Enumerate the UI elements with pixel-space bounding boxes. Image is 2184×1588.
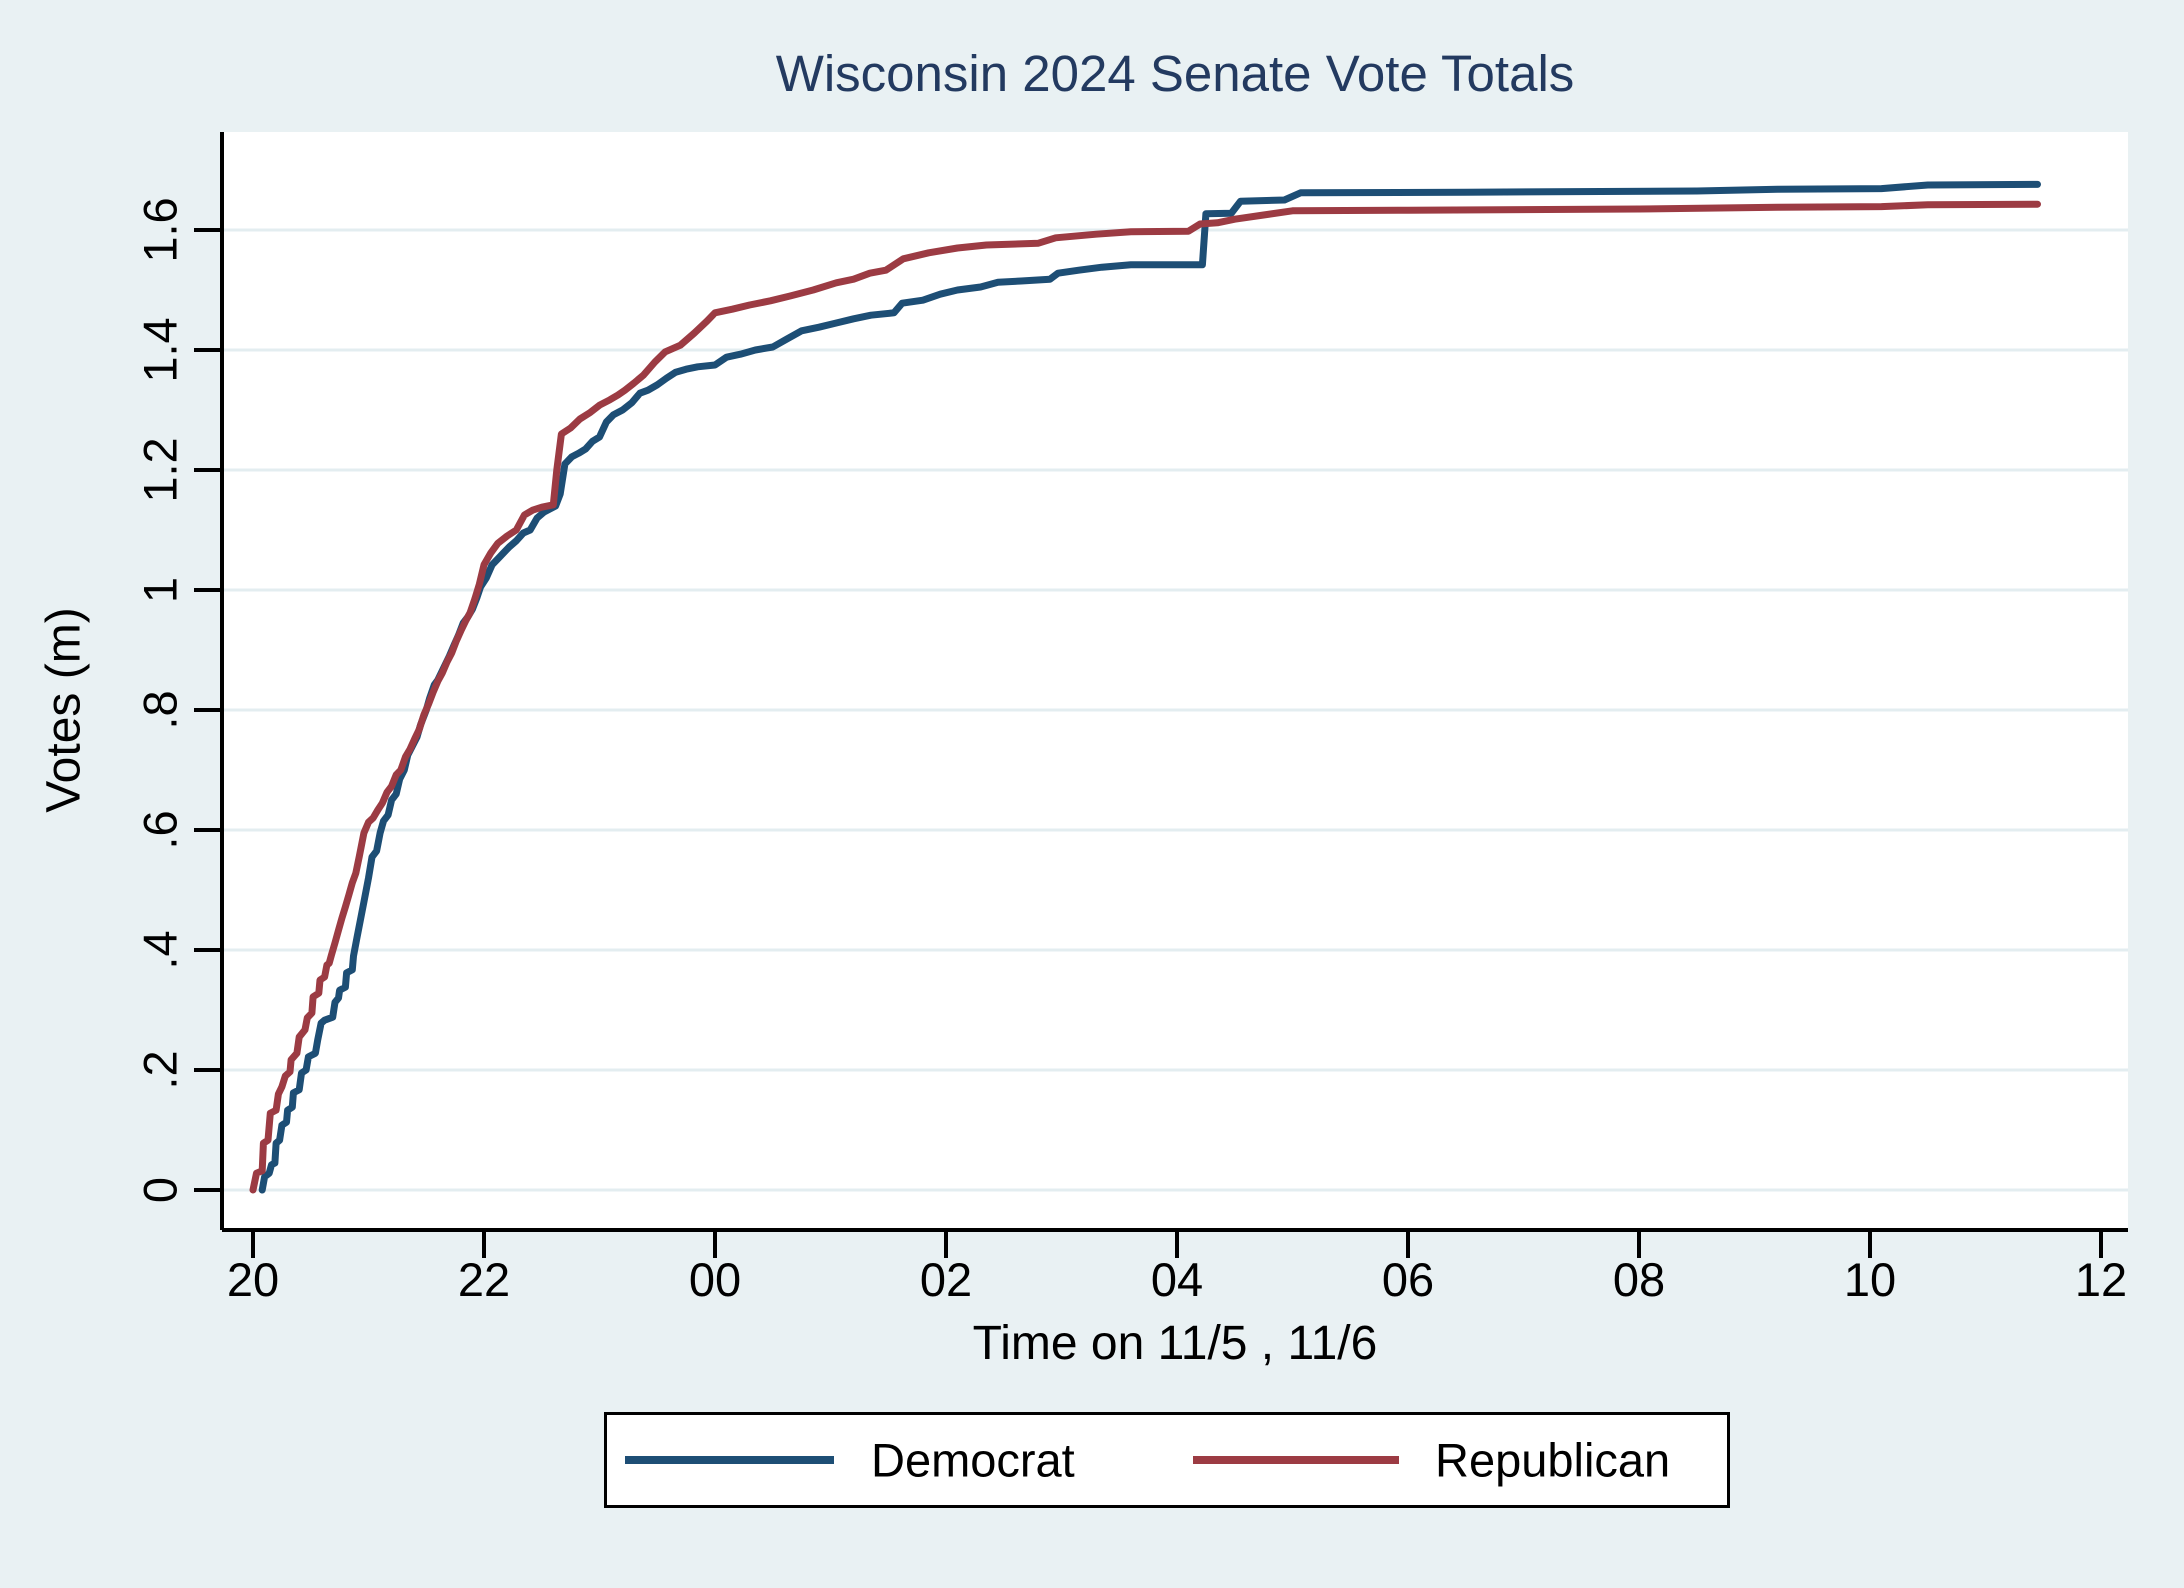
y-tick-label-1: 1 (133, 576, 187, 604)
x-tick-label-10: 10 (1843, 1253, 1897, 1306)
y-tick-label-1.2: 1.2 (133, 437, 187, 503)
republican-line (249, 200, 2041, 1194)
x-tick-label-22: 22 (457, 1253, 511, 1306)
democrat-line-swatch (625, 1456, 834, 1464)
x-tick-label-06: 06 (1381, 1253, 1435, 1306)
y-axis-title: Votes (m) (37, 607, 91, 813)
y-tick-label-1.4: 1.4 (133, 317, 187, 383)
y-tick-label-.8: .8 (133, 690, 187, 730)
x-tick-label-04: 04 (1150, 1253, 1204, 1306)
y-tick-label-.6: .6 (133, 810, 187, 850)
legend: Democrat Republican (604, 1412, 1730, 1508)
y-tick-label-.2: .2 (133, 1050, 187, 1090)
y-tick-label-.4: .4 (133, 930, 187, 970)
x-tick-label-08: 08 (1612, 1253, 1666, 1306)
plot-background (222, 132, 2128, 1230)
x-tick-label-20: 20 (226, 1253, 280, 1306)
y-tick-label-1.6: 1.6 (133, 197, 187, 263)
y-tick-label-0: 0 (133, 1176, 187, 1204)
republican-line-swatch (1193, 1456, 1399, 1464)
x-tick-label-00: 00 (688, 1253, 742, 1306)
x-tick-label-02: 02 (919, 1253, 973, 1306)
legend-label-republican: Republican (1435, 1433, 1671, 1487)
democrat-line (258, 180, 2041, 1194)
x-axis-title: Time on 11/5 , 11/6 (972, 1317, 1378, 1370)
legend-label-democrat: Democrat (871, 1433, 1075, 1487)
chart-title: Wisconsin 2024 Senate Vote Totals (775, 45, 1575, 102)
x-tick-label-12: 12 (2074, 1253, 2128, 1306)
